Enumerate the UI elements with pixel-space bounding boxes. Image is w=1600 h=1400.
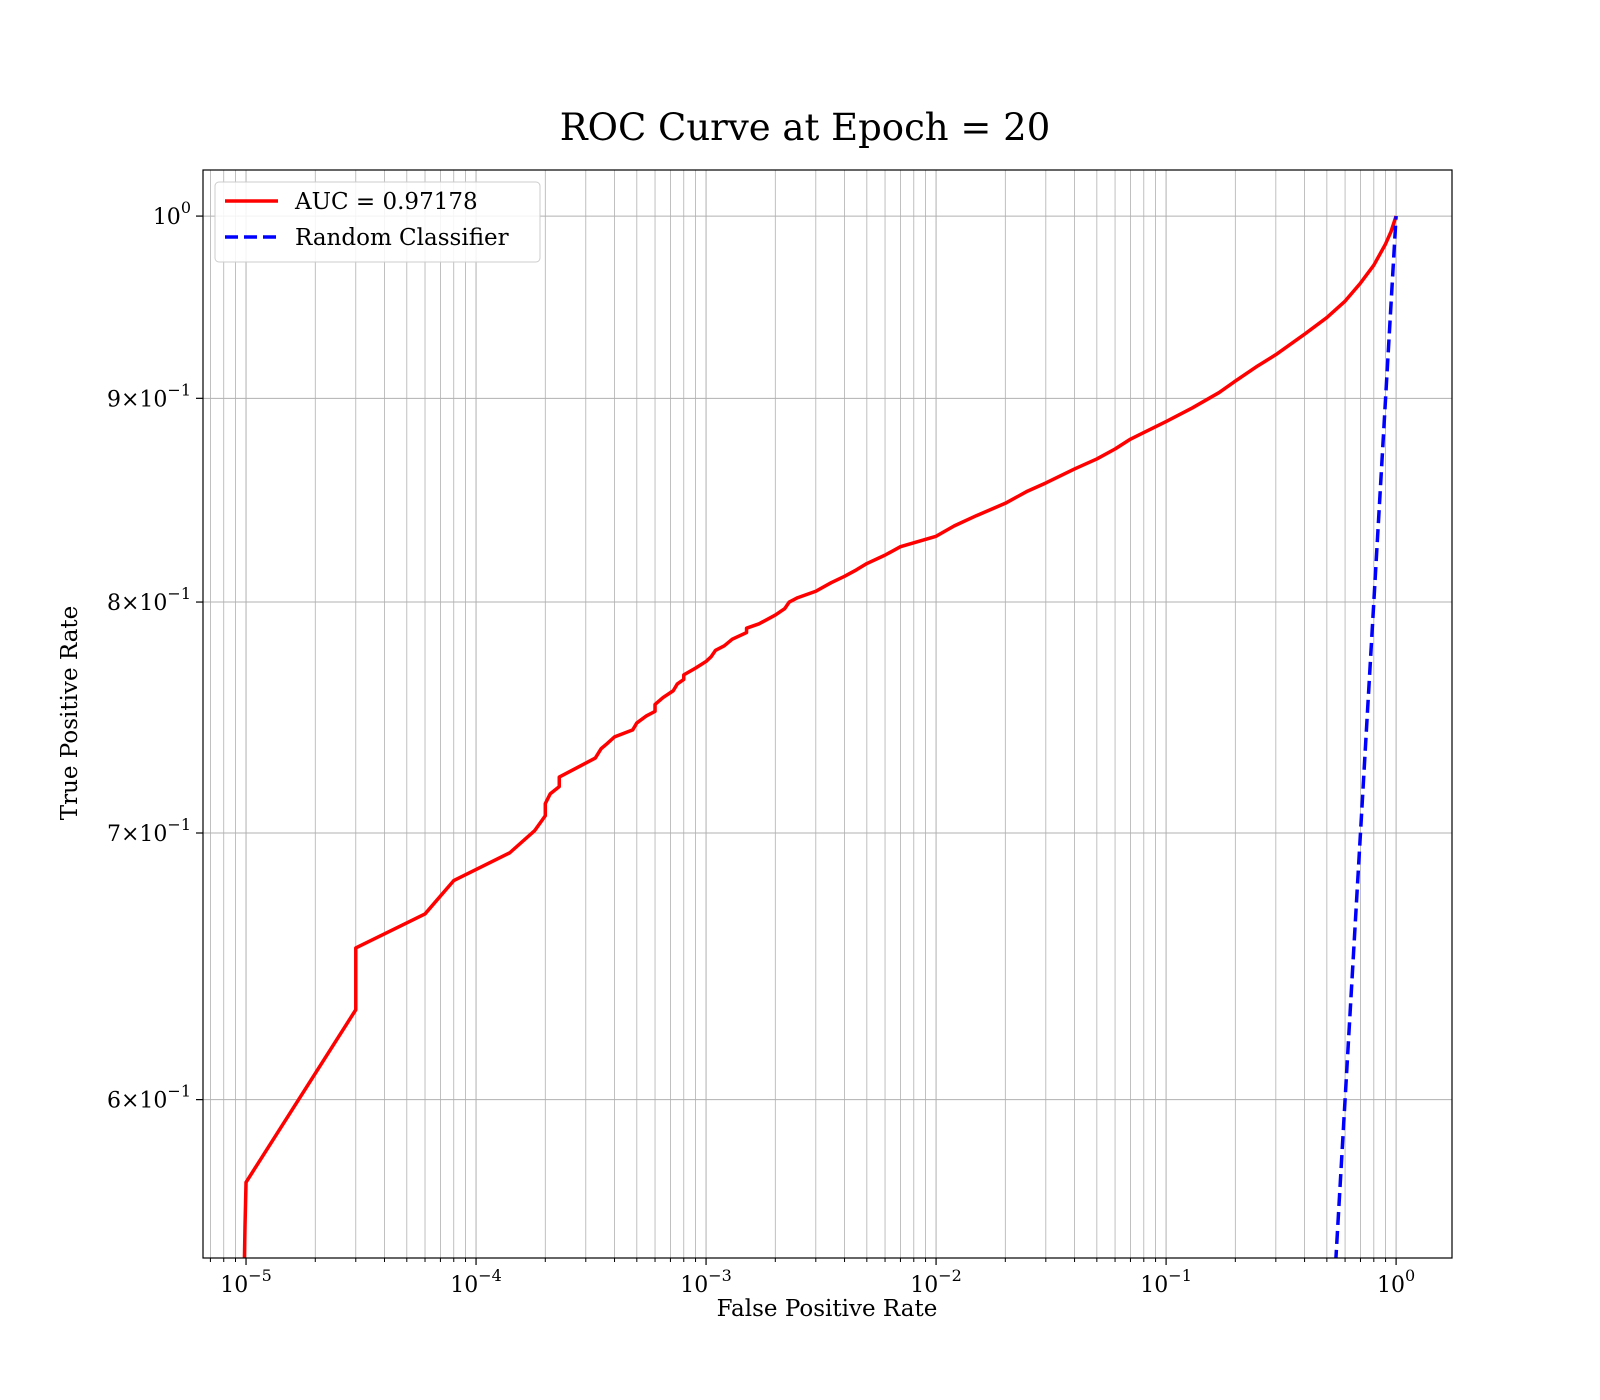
x-axis-label: False Positive Rate xyxy=(717,1296,938,1322)
y-tick-label: 9×10−1 xyxy=(107,380,191,412)
plot-frame xyxy=(202,169,1453,1259)
legend: AUC = 0.97178 Random Classifier xyxy=(214,181,541,263)
x-tick-label: 10−2 xyxy=(910,1266,962,1298)
y-tick-label: 100 xyxy=(153,198,191,230)
random-classifier-line xyxy=(1334,215,1398,1258)
chart-title: ROC Curve at Epoch = 20 xyxy=(560,106,1050,149)
y-tick-label: 6×10−1 xyxy=(107,1082,191,1114)
x-tick-label: 10−5 xyxy=(220,1266,272,1298)
y-tick-label: 7×10−1 xyxy=(107,815,191,847)
x-tick-label: 100 xyxy=(1377,1266,1415,1298)
minor-grid xyxy=(210,170,1386,1258)
y-tick-label: 8×10−1 xyxy=(107,584,191,616)
legend-box xyxy=(214,181,541,263)
legend-label-auc: AUC = 0.97178 xyxy=(294,189,478,215)
roc-curve-line xyxy=(242,215,1398,1258)
series-layer xyxy=(242,215,1398,1258)
x-tick-label: 10−3 xyxy=(680,1266,732,1298)
x-tick-label: 10−1 xyxy=(1140,1266,1192,1298)
y-axis-label: True Positive Rate xyxy=(57,606,83,821)
legend-label-random: Random Classifier xyxy=(295,225,509,251)
x-tick-label: 10−4 xyxy=(450,1266,502,1298)
y-axis-ticks: 100 9×10−1 8×10−1 7×10−1 6×10−1 xyxy=(107,198,203,1114)
x-axis-ticks: 10−5 10−4 10−3 10−2 10−1 100 xyxy=(209,1258,1415,1298)
